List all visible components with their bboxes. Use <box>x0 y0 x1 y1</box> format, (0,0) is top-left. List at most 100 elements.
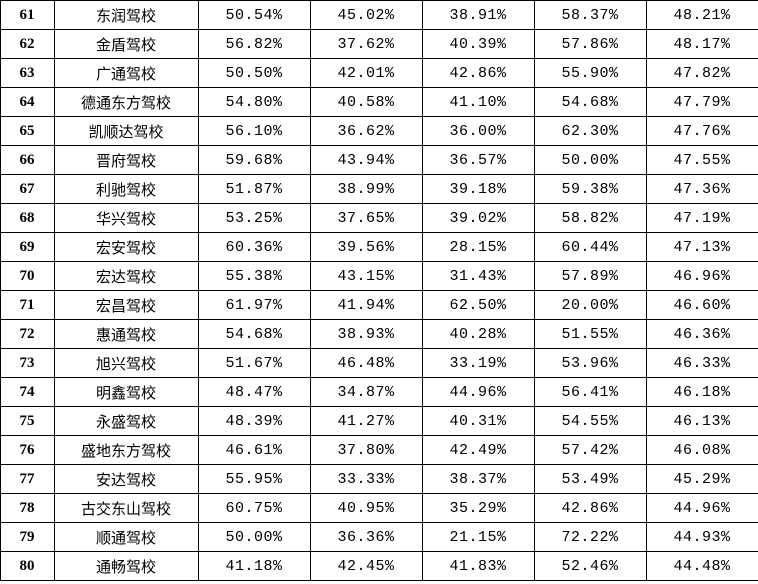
school-name: 旭兴驾校 <box>54 349 198 378</box>
table-row: 79顺通驾校50.00%36.36%21.15%72.22%44.93% <box>0 523 758 552</box>
row-index: 79 <box>0 523 54 552</box>
row-index: 64 <box>0 88 54 117</box>
table-row: 77安达驾校55.95%33.33%38.37%53.49%45.29% <box>0 465 758 494</box>
school-name: 顺通驾校 <box>54 523 198 552</box>
pct-2: 43.94% <box>310 146 422 175</box>
school-name: 宏安驾校 <box>54 233 198 262</box>
pct-1: 60.75% <box>198 494 310 523</box>
pct-total: 48.17% <box>646 30 758 59</box>
pct-2: 40.58% <box>310 88 422 117</box>
pct-2: 37.80% <box>310 436 422 465</box>
school-name: 德通东方驾校 <box>54 88 198 117</box>
row-index: 65 <box>0 117 54 146</box>
pct-4: 72.22% <box>534 523 646 552</box>
pct-total: 46.36% <box>646 320 758 349</box>
pct-2: 38.99% <box>310 175 422 204</box>
school-name: 古交东山驾校 <box>54 494 198 523</box>
school-name: 凯顺达驾校 <box>54 117 198 146</box>
row-index: 78 <box>0 494 54 523</box>
pct-1: 56.10% <box>198 117 310 146</box>
row-index: 71 <box>0 291 54 320</box>
pct-4: 62.30% <box>534 117 646 146</box>
table-row: 80通畅驾校41.18%42.45%41.83%52.46%44.48% <box>0 552 758 581</box>
pct-1: 56.82% <box>198 30 310 59</box>
pct-1: 46.61% <box>198 436 310 465</box>
school-name: 东润驾校 <box>54 1 198 30</box>
pct-3: 36.57% <box>422 146 534 175</box>
pct-2: 36.36% <box>310 523 422 552</box>
pct-3: 21.15% <box>422 523 534 552</box>
pct-3: 35.29% <box>422 494 534 523</box>
pct-3: 41.83% <box>422 552 534 581</box>
row-index: 69 <box>0 233 54 262</box>
pct-3: 40.31% <box>422 407 534 436</box>
school-name: 明鑫驾校 <box>54 378 198 407</box>
pct-3: 40.28% <box>422 320 534 349</box>
pct-2: 42.01% <box>310 59 422 88</box>
pct-total: 45.29% <box>646 465 758 494</box>
pct-total: 44.93% <box>646 523 758 552</box>
driving-school-table: 61东润驾校50.54%45.02%38.91%58.37%48.21%62金盾… <box>0 0 758 581</box>
pct-total: 46.18% <box>646 378 758 407</box>
pct-2: 39.56% <box>310 233 422 262</box>
row-index: 62 <box>0 30 54 59</box>
pct-3: 42.49% <box>422 436 534 465</box>
table-row: 68华兴驾校53.25%37.65%39.02%58.82%47.19% <box>0 204 758 233</box>
pct-4: 59.38% <box>534 175 646 204</box>
school-name: 晋府驾校 <box>54 146 198 175</box>
row-index: 80 <box>0 552 54 581</box>
school-name: 永盛驾校 <box>54 407 198 436</box>
pct-4: 51.55% <box>534 320 646 349</box>
pct-1: 53.25% <box>198 204 310 233</box>
row-index: 70 <box>0 262 54 291</box>
pct-total: 46.13% <box>646 407 758 436</box>
pct-3: 36.00% <box>422 117 534 146</box>
pct-3: 41.10% <box>422 88 534 117</box>
school-name: 宏昌驾校 <box>54 291 198 320</box>
pct-total: 47.13% <box>646 233 758 262</box>
table-row: 61东润驾校50.54%45.02%38.91%58.37%48.21% <box>0 1 758 30</box>
pct-total: 44.48% <box>646 552 758 581</box>
pct-4: 60.44% <box>534 233 646 262</box>
table-row: 69宏安驾校60.36%39.56%28.15%60.44%47.13% <box>0 233 758 262</box>
pct-4: 58.82% <box>534 204 646 233</box>
pct-1: 55.95% <box>198 465 310 494</box>
pct-3: 39.18% <box>422 175 534 204</box>
pct-total: 46.08% <box>646 436 758 465</box>
pct-1: 50.00% <box>198 523 310 552</box>
pct-total: 47.76% <box>646 117 758 146</box>
pct-total: 47.36% <box>646 175 758 204</box>
table-row: 67利驰驾校51.87%38.99%39.18%59.38%47.36% <box>0 175 758 204</box>
pct-3: 38.91% <box>422 1 534 30</box>
pct-1: 54.80% <box>198 88 310 117</box>
pct-3: 42.86% <box>422 59 534 88</box>
pct-4: 52.46% <box>534 552 646 581</box>
pct-total: 47.79% <box>646 88 758 117</box>
pct-3: 38.37% <box>422 465 534 494</box>
row-index: 76 <box>0 436 54 465</box>
pct-4: 54.55% <box>534 407 646 436</box>
pct-2: 34.87% <box>310 378 422 407</box>
pct-4: 57.42% <box>534 436 646 465</box>
pct-2: 45.02% <box>310 1 422 30</box>
pct-2: 33.33% <box>310 465 422 494</box>
school-name: 利驰驾校 <box>54 175 198 204</box>
pct-1: 61.97% <box>198 291 310 320</box>
table-row: 64德通东方驾校54.80%40.58%41.10%54.68%47.79% <box>0 88 758 117</box>
pct-4: 58.37% <box>534 1 646 30</box>
pct-total: 46.96% <box>646 262 758 291</box>
table-row: 76盛地东方驾校46.61%37.80%42.49%57.42%46.08% <box>0 436 758 465</box>
pct-total: 47.82% <box>646 59 758 88</box>
table-row: 70宏达驾校55.38%43.15%31.43%57.89%46.96% <box>0 262 758 291</box>
school-name: 通畅驾校 <box>54 552 198 581</box>
pct-3: 62.50% <box>422 291 534 320</box>
school-name: 华兴驾校 <box>54 204 198 233</box>
pct-2: 41.27% <box>310 407 422 436</box>
pct-4: 53.49% <box>534 465 646 494</box>
row-index: 63 <box>0 59 54 88</box>
school-name: 惠通驾校 <box>54 320 198 349</box>
table-row: 71宏昌驾校61.97%41.94%62.50%20.00%46.60% <box>0 291 758 320</box>
table-row: 78古交东山驾校60.75%40.95%35.29%42.86%44.96% <box>0 494 758 523</box>
pct-1: 60.36% <box>198 233 310 262</box>
pct-3: 40.39% <box>422 30 534 59</box>
